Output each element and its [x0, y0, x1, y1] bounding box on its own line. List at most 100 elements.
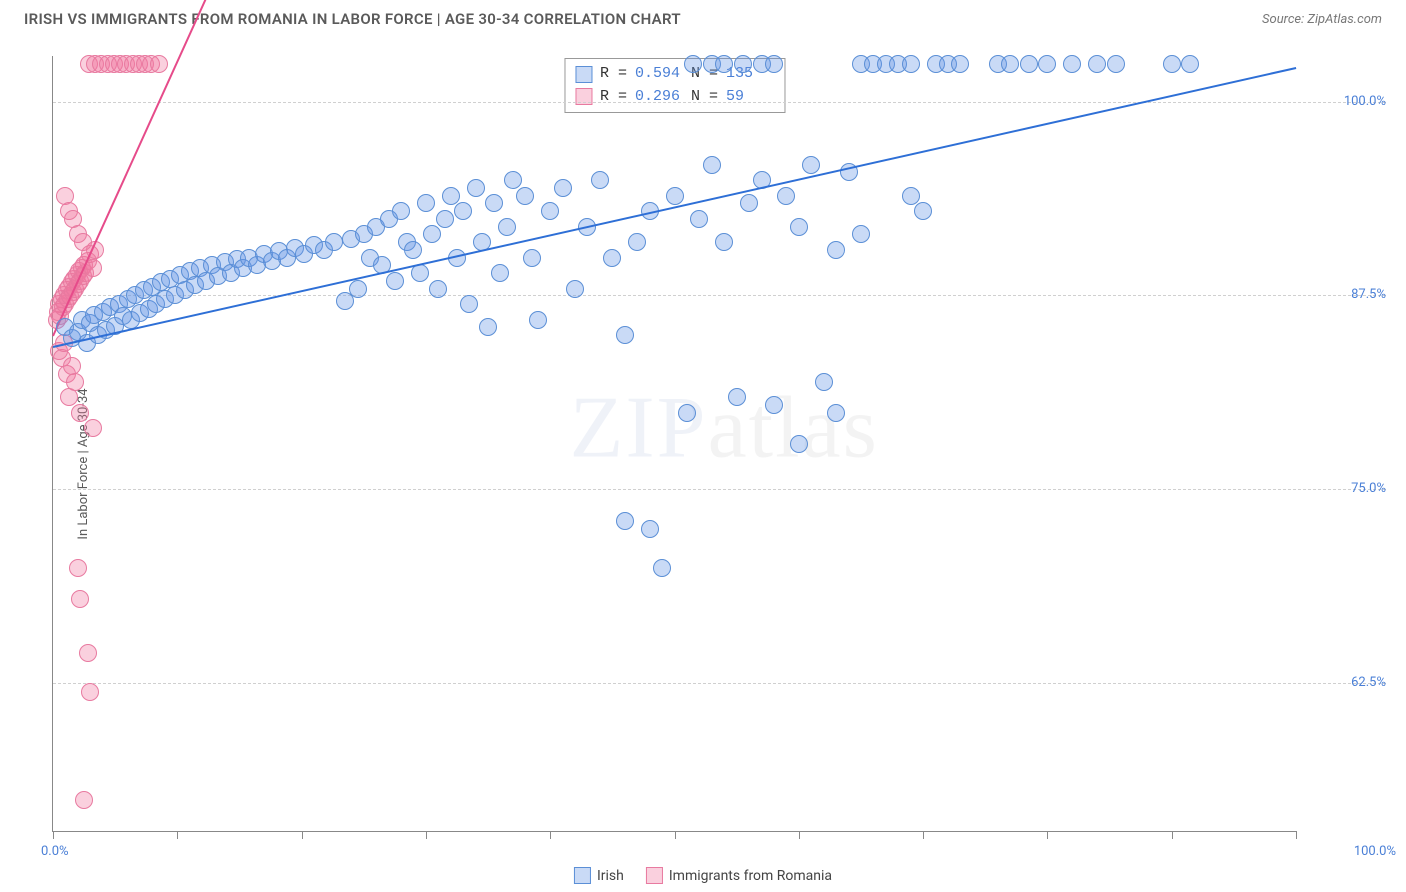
legend-item-irish: Irish [574, 867, 624, 884]
x-tick [1296, 831, 1297, 839]
data-point-irish [1088, 55, 1106, 73]
x-tick [799, 831, 800, 839]
data-point-irish [765, 55, 783, 73]
data-point-irish [734, 55, 752, 73]
data-point-irish [641, 520, 659, 538]
plot-region: ZIPatlas R = 0.594 N = 135 R = 0.296 N =… [52, 56, 1296, 832]
swatch-romania [575, 88, 592, 105]
data-point-irish [442, 187, 460, 205]
data-point-irish [914, 202, 932, 220]
data-point-irish [802, 156, 820, 174]
x-tick [177, 831, 178, 839]
data-point-irish [467, 179, 485, 197]
chart-source: Source: ZipAtlas.com [1262, 12, 1382, 27]
swatch-romania [646, 867, 663, 884]
data-point-irish [1181, 55, 1199, 73]
data-point-romania [79, 644, 97, 662]
data-point-irish [703, 156, 721, 174]
data-point-romania [71, 404, 89, 422]
x-tick [550, 831, 551, 839]
gridline: 100.0% [53, 102, 1386, 103]
n-label: N = [691, 86, 718, 109]
data-point-romania [75, 791, 93, 809]
data-point-irish [790, 435, 808, 453]
data-point-irish [902, 187, 920, 205]
x-tick [302, 831, 303, 839]
data-point-irish [765, 396, 783, 414]
data-point-irish [529, 311, 547, 329]
watermark-bold: ZIP [570, 380, 708, 477]
r-label: R = [600, 63, 627, 86]
x-axis-min-label: 0.0% [41, 844, 69, 859]
data-point-irish [1038, 55, 1056, 73]
data-point-irish [790, 218, 808, 236]
data-point-irish [690, 210, 708, 228]
data-point-irish [902, 55, 920, 73]
x-tick [53, 831, 54, 839]
data-point-irish [491, 264, 509, 282]
data-point-irish [777, 187, 795, 205]
legend-label-irish: Irish [597, 868, 624, 884]
data-point-irish [666, 187, 684, 205]
legend-label-romania: Immigrants from Romania [669, 868, 832, 884]
n-value-romania: 59 [726, 86, 774, 109]
data-point-irish [678, 404, 696, 422]
x-tick [1047, 831, 1048, 839]
stats-row-romania: R = 0.296 N = 59 [575, 86, 774, 109]
data-point-irish [1107, 55, 1125, 73]
data-point-irish [603, 249, 621, 267]
data-point-irish [827, 404, 845, 422]
data-point-romania [66, 373, 84, 391]
y-tick-label: 100.0% [1344, 94, 1386, 109]
data-point-irish [715, 55, 733, 73]
data-point-irish [566, 280, 584, 298]
data-point-irish [485, 194, 503, 212]
data-point-irish [349, 280, 367, 298]
gridline: 75.0% [53, 489, 1386, 490]
swatch-irish [575, 66, 592, 83]
data-point-irish [616, 326, 634, 344]
data-point-irish [740, 194, 758, 212]
chart-area: In Labor Force | Age 30-34 ZIPatlas R = … [0, 36, 1406, 892]
data-point-irish [479, 318, 497, 336]
data-point-irish [1063, 55, 1081, 73]
y-tick-label: 75.0% [1351, 481, 1386, 496]
data-point-romania [150, 55, 168, 73]
data-point-irish [628, 233, 646, 251]
data-point-irish [523, 249, 541, 267]
data-point-irish [429, 280, 447, 298]
data-point-irish [1020, 55, 1038, 73]
data-point-irish [541, 202, 559, 220]
data-point-irish [404, 241, 422, 259]
x-tick [675, 831, 676, 839]
r-value-romania: 0.296 [635, 86, 683, 109]
data-point-irish [417, 194, 435, 212]
data-point-romania [71, 590, 89, 608]
gridline: 62.5% [53, 683, 1386, 684]
data-point-irish [951, 55, 969, 73]
watermark: ZIPatlas [570, 378, 879, 479]
r-value-irish: 0.594 [635, 63, 683, 86]
data-point-romania [60, 388, 78, 406]
data-point-irish [616, 512, 634, 530]
legend-item-romania: Immigrants from Romania [646, 867, 832, 884]
data-point-irish [815, 373, 833, 391]
data-point-irish [392, 202, 410, 220]
chart-header: IRISH VS IMMIGRANTS FROM ROMANIA IN LABO… [0, 0, 1406, 34]
data-point-romania [84, 419, 102, 437]
data-point-irish [423, 225, 441, 243]
data-point-irish [498, 218, 516, 236]
data-point-irish [454, 202, 472, 220]
data-point-irish [728, 388, 746, 406]
gridline: 87.5% [53, 295, 1386, 296]
data-point-irish [684, 55, 702, 73]
data-point-irish [504, 171, 522, 189]
x-tick [1172, 831, 1173, 839]
bottom-legend: Irish Immigrants from Romania [574, 867, 832, 884]
data-point-romania [74, 233, 92, 251]
data-point-irish [516, 187, 534, 205]
data-point-irish [386, 272, 404, 290]
x-axis-max-label: 100.0% [1354, 844, 1396, 859]
data-point-irish [1163, 55, 1181, 73]
y-tick-label: 87.5% [1351, 287, 1386, 302]
